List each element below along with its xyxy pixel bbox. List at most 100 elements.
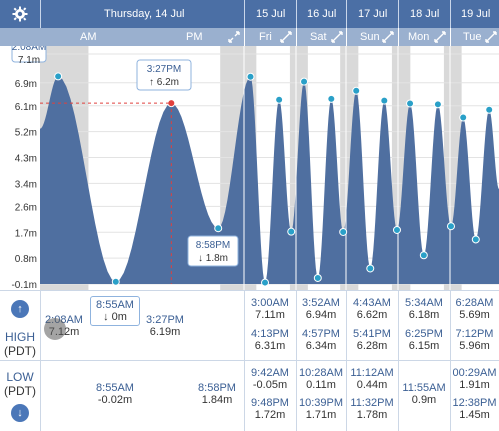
day-dividers — [243, 46, 451, 290]
y-tick-label: 0.8m — [15, 254, 37, 265]
sat-low-2[interactable]: 10:39PM 1.71m — [298, 397, 344, 421]
fri-low-2[interactable]: 9:48PM 1.72m — [251, 397, 289, 421]
mon-high-2[interactable]: 6:25PM 6.15m — [405, 328, 443, 352]
date-current: Thursday, 14 Jul — [104, 8, 185, 20]
sat-high-2[interactable]: 4:57PM 6.34m — [302, 328, 340, 352]
callout-first-high — [11, 46, 47, 63]
thu-selected-low-callout[interactable]: 8:55AM ↓ 0m — [90, 296, 140, 326]
day-mon[interactable]: Mon — [408, 31, 430, 43]
sub-divider — [296, 28, 297, 46]
tide-point[interactable] — [339, 227, 348, 236]
tue-high-2[interactable]: 7:12PM 5.96m — [455, 328, 494, 352]
fri-low-1[interactable]: 9:42AM -0.05m — [251, 367, 289, 391]
callout-selected-low-value: ↓ 1.8m — [198, 253, 228, 264]
day-sun[interactable]: Sun — [360, 31, 380, 43]
sat-low-1[interactable]: 10:28AM 0.11m — [298, 367, 344, 391]
tide-point[interactable] — [214, 224, 223, 233]
tide-point[interactable] — [471, 235, 480, 244]
tide-point[interactable] — [406, 99, 415, 108]
gear-icon — [12, 6, 28, 22]
expand-arrows-icon[interactable] — [382, 31, 394, 43]
tide-point[interactable] — [300, 77, 309, 86]
tide-point[interactable] — [313, 273, 322, 282]
expand-arrows-icon[interactable] — [434, 31, 446, 43]
day-tue[interactable]: Tue — [463, 31, 482, 43]
date-15[interactable]: 15 Jul — [256, 8, 286, 20]
thu-low-1[interactable]: 8:55AM -0.02m — [96, 382, 134, 406]
tue-low-2[interactable]: 12:38PM 1.45m — [452, 397, 497, 421]
tue-high-1[interactable]: 6:28AM 5.69m — [455, 297, 494, 321]
tide-point[interactable] — [380, 96, 389, 105]
expand-arrows-icon[interactable] — [485, 31, 497, 43]
callout-first-high-value: 7.1m — [18, 55, 40, 66]
callout-selected-high — [136, 59, 192, 91]
fri-high-2[interactable]: 4:13PM 6.31m — [251, 328, 289, 352]
date-17[interactable]: 17 Jul — [358, 8, 388, 20]
tue-low-1[interactable]: 00:29AM 1.91m — [452, 367, 497, 391]
low-tz: (PDT) — [4, 384, 36, 398]
expand-arrows-icon[interactable] — [228, 31, 240, 43]
tide-point[interactable] — [111, 277, 120, 286]
sub-divider — [450, 28, 451, 46]
callout-selected-low — [187, 235, 239, 267]
y-tick-label: 6.1m — [15, 102, 37, 113]
table-divider — [296, 290, 297, 431]
tide-point[interactable] — [352, 86, 361, 95]
expand-arrows-icon[interactable] — [280, 31, 292, 43]
high-label: HIGH — [5, 330, 35, 344]
table-divider — [0, 290, 499, 291]
callout-selected-high-value: ↑ 6.2m — [149, 77, 179, 88]
mon-low-1[interactable]: 11:55AM 0.9m — [402, 382, 446, 406]
date-18[interactable]: 18 Jul — [410, 8, 440, 20]
arrow-down-icon[interactable]: ↓ — [11, 404, 29, 422]
low-label: LOW — [6, 370, 34, 384]
sun-low-2[interactable]: 11:32PM 1.78m — [350, 397, 394, 421]
tide-point[interactable] — [246, 72, 255, 81]
tide-point[interactable] — [287, 227, 296, 236]
sub-divider — [244, 28, 245, 46]
thu-high-2[interactable]: 3:27PM 6.19m — [146, 314, 184, 338]
sun-high-2[interactable]: 5:41PM 6.28m — [353, 328, 391, 352]
tide-chart[interactable]: 7.9m6.9m6.1m5.2m4.3m3.4m2.6m1.7m0.8m-0.1… — [0, 46, 499, 290]
arrow-up-icon[interactable]: ↑ — [11, 300, 29, 318]
table-divider — [450, 290, 451, 431]
tide-point[interactable] — [419, 251, 428, 260]
date-16[interactable]: 16 Jul — [307, 8, 337, 20]
date-19[interactable]: 19 Jul — [461, 8, 491, 20]
tide-point[interactable] — [261, 278, 270, 287]
thu-low-2[interactable]: 8:58PM 1.84m — [198, 382, 236, 406]
header-divider — [450, 0, 451, 28]
tide-point[interactable] — [327, 94, 336, 103]
scroll-knob[interactable] — [44, 318, 66, 340]
y-tick-label: 5.2m — [15, 128, 37, 139]
sub-divider — [346, 28, 347, 46]
high-tz: (PDT) — [4, 344, 36, 358]
y-axis-background — [0, 46, 40, 290]
mon-high-1[interactable]: 5:34AM 6.18m — [405, 297, 443, 321]
pm-label: PM — [186, 31, 203, 43]
tide-point[interactable] — [433, 100, 442, 109]
tide-point[interactable] — [459, 113, 468, 122]
day-fri[interactable]: Fri — [259, 31, 272, 43]
y-tick-label: 6.9m — [15, 79, 37, 90]
sun-low-1[interactable]: 11:12AM 0.44m — [350, 367, 394, 391]
day-sat[interactable]: Sat — [310, 31, 327, 43]
tide-point[interactable] — [366, 264, 375, 273]
table-divider — [0, 360, 499, 361]
tide-point[interactable] — [446, 222, 455, 231]
table-divider — [398, 290, 399, 431]
callout-selected-low-time: 8:58PM — [196, 240, 230, 251]
callout-first-high-time: 2:08AM — [12, 46, 46, 53]
tide-points[interactable] — [54, 72, 494, 287]
header-divider — [244, 0, 245, 28]
tide-area — [40, 76, 499, 285]
tide-point[interactable] — [485, 105, 494, 114]
sun-high-1[interactable]: 4:43AM 6.62m — [353, 297, 391, 321]
tide-point[interactable] — [275, 95, 284, 104]
settings-button[interactable] — [0, 0, 40, 28]
fri-high-1[interactable]: 3:00AM 7.11m — [251, 297, 289, 321]
tide-point[interactable] — [392, 225, 401, 234]
expand-arrows-icon[interactable] — [331, 31, 343, 43]
tide-point[interactable] — [54, 72, 63, 81]
sat-high-1[interactable]: 3:52AM 6.94m — [302, 297, 340, 321]
